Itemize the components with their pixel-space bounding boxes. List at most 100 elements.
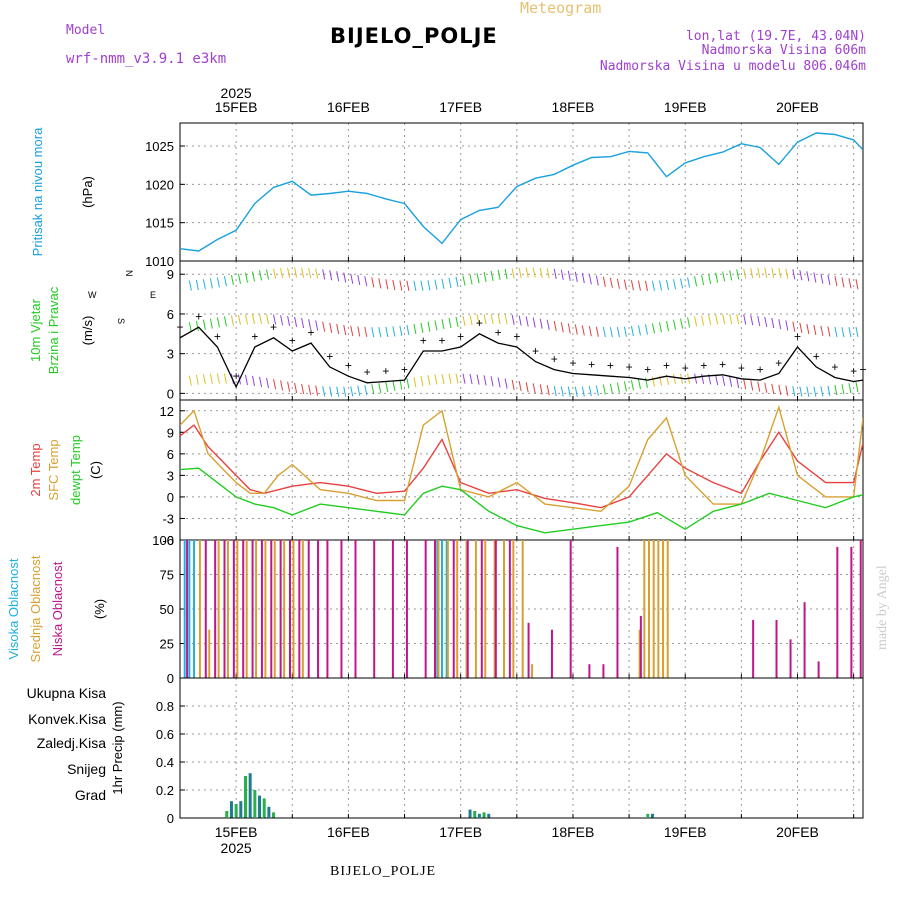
wind-arrow xyxy=(792,321,796,332)
wind-arrow xyxy=(469,373,473,385)
wind-arrow xyxy=(195,374,199,385)
wind-arrow xyxy=(245,314,248,325)
wind-arrow xyxy=(280,380,284,391)
wind-arrow xyxy=(237,314,241,325)
y-tick-label: 75 xyxy=(160,568,174,583)
wind-arrow xyxy=(476,273,480,284)
wind-arrow xyxy=(785,268,789,279)
wind-arrow xyxy=(553,320,557,332)
wind-arrow xyxy=(806,271,810,282)
wind-arrow xyxy=(364,276,368,287)
panel-label-temp-0: 2m Temp xyxy=(28,443,43,496)
wind-arrow xyxy=(701,274,705,286)
wind-arrow xyxy=(371,384,375,395)
wind-arrow xyxy=(799,386,803,397)
wind-arrow xyxy=(329,322,333,333)
wind-arrow xyxy=(687,317,691,328)
wind-arrow xyxy=(532,383,536,394)
wind-gust-marker: + xyxy=(607,359,614,373)
wind-gust-marker: + xyxy=(532,344,539,358)
wind-arrow xyxy=(462,275,466,286)
wind-arrow xyxy=(230,315,234,326)
wind-arrow xyxy=(673,319,677,330)
wind-arrow xyxy=(532,267,536,278)
wind-arrow xyxy=(623,279,627,290)
model-name: wrf-nmm_v3.9.1 e3km xyxy=(66,51,226,67)
wind-gust-marker: + xyxy=(214,329,221,343)
wind-gust-marker: + xyxy=(813,349,820,363)
wind-gust-marker: + xyxy=(495,325,502,339)
wind-arrow xyxy=(539,384,543,395)
wind-arrow xyxy=(518,315,522,326)
wind-arrow xyxy=(609,327,613,338)
wind-arrow xyxy=(209,318,213,329)
y-tick-label: 0 xyxy=(167,671,174,686)
wind-arrow xyxy=(722,271,726,282)
wind-arrow xyxy=(252,271,256,282)
wind-gust-marker: + xyxy=(233,369,240,383)
wind-arrow xyxy=(188,375,192,386)
wind-arrow xyxy=(525,382,529,393)
wind-arrow xyxy=(216,277,220,288)
wind-arrow xyxy=(581,386,585,397)
wind-arrow xyxy=(581,272,585,284)
wind-arrow xyxy=(497,313,501,325)
wind-gust-marker: + xyxy=(401,363,408,377)
precip-legend-3: Snijeg xyxy=(67,761,106,777)
wind-arrow xyxy=(490,376,494,387)
wind-arrow xyxy=(574,324,578,335)
panel-label-temp-2: dewpt Temp xyxy=(68,435,83,505)
wind-arrow xyxy=(722,375,726,386)
wind-arrow xyxy=(609,277,613,288)
wind-gust-marker: + xyxy=(345,359,352,373)
wind-arrow xyxy=(455,373,459,384)
wind-arrow xyxy=(827,385,831,396)
wind-arrow xyxy=(511,379,515,390)
wind-arrow xyxy=(757,267,761,278)
date-label-bottom: 18FEB xyxy=(552,824,595,840)
wind-arrow xyxy=(280,268,284,279)
wind-arrow xyxy=(743,379,747,390)
wind-arrow xyxy=(595,326,599,337)
panel-frame-precip xyxy=(179,677,864,819)
coords-label: lon,lat (19.7E, 43.04N) xyxy=(686,29,866,44)
wind-arrow xyxy=(455,316,459,327)
wind-arrow xyxy=(813,324,817,336)
wind-arrow xyxy=(308,319,312,330)
precip-bar xyxy=(234,804,238,818)
wind-gust-marker: + xyxy=(176,320,183,334)
wind-gust-marker: + xyxy=(420,333,427,347)
y-tick-label: 0.8 xyxy=(156,699,174,714)
wind-arrow xyxy=(301,383,305,395)
wind-arrow xyxy=(518,380,522,392)
wind-arrow xyxy=(525,267,529,278)
wind-gust-marker: + xyxy=(859,363,866,377)
wind-arrow xyxy=(659,280,662,291)
wind-arrow xyxy=(413,280,417,291)
wind-arrow xyxy=(469,274,473,285)
wind-arrow xyxy=(385,381,389,393)
date-label-bottom: 15FEB xyxy=(215,824,258,840)
wind-arrow xyxy=(848,327,852,338)
wind-arrow xyxy=(574,386,578,397)
precip-bar xyxy=(482,812,486,818)
wind-arrow xyxy=(750,315,754,326)
series-line-2m-temp xyxy=(180,424,863,509)
wind-arrow xyxy=(623,381,627,392)
wind-arrow xyxy=(736,269,740,280)
precip-legend-0: Ukupna Kisa xyxy=(27,685,107,701)
panel-label-pressure-0: Pritisak na nivou mora xyxy=(30,127,45,256)
wind-arrow xyxy=(567,386,571,397)
wind-arrow xyxy=(539,318,543,329)
precip-legend-4: Grad xyxy=(75,787,106,803)
y-tick-label: 1015 xyxy=(145,216,174,231)
wind-arrow xyxy=(364,326,368,338)
precip-bar xyxy=(272,812,276,818)
wind-arrow xyxy=(287,381,291,392)
wind-arrow xyxy=(511,268,515,279)
wind-arrow xyxy=(230,274,234,286)
precip-legend-2: Zaledj.Kisa xyxy=(37,735,106,751)
wind-arrow xyxy=(729,313,733,325)
wind-arrow xyxy=(273,314,277,325)
wind-arrow xyxy=(329,270,333,281)
